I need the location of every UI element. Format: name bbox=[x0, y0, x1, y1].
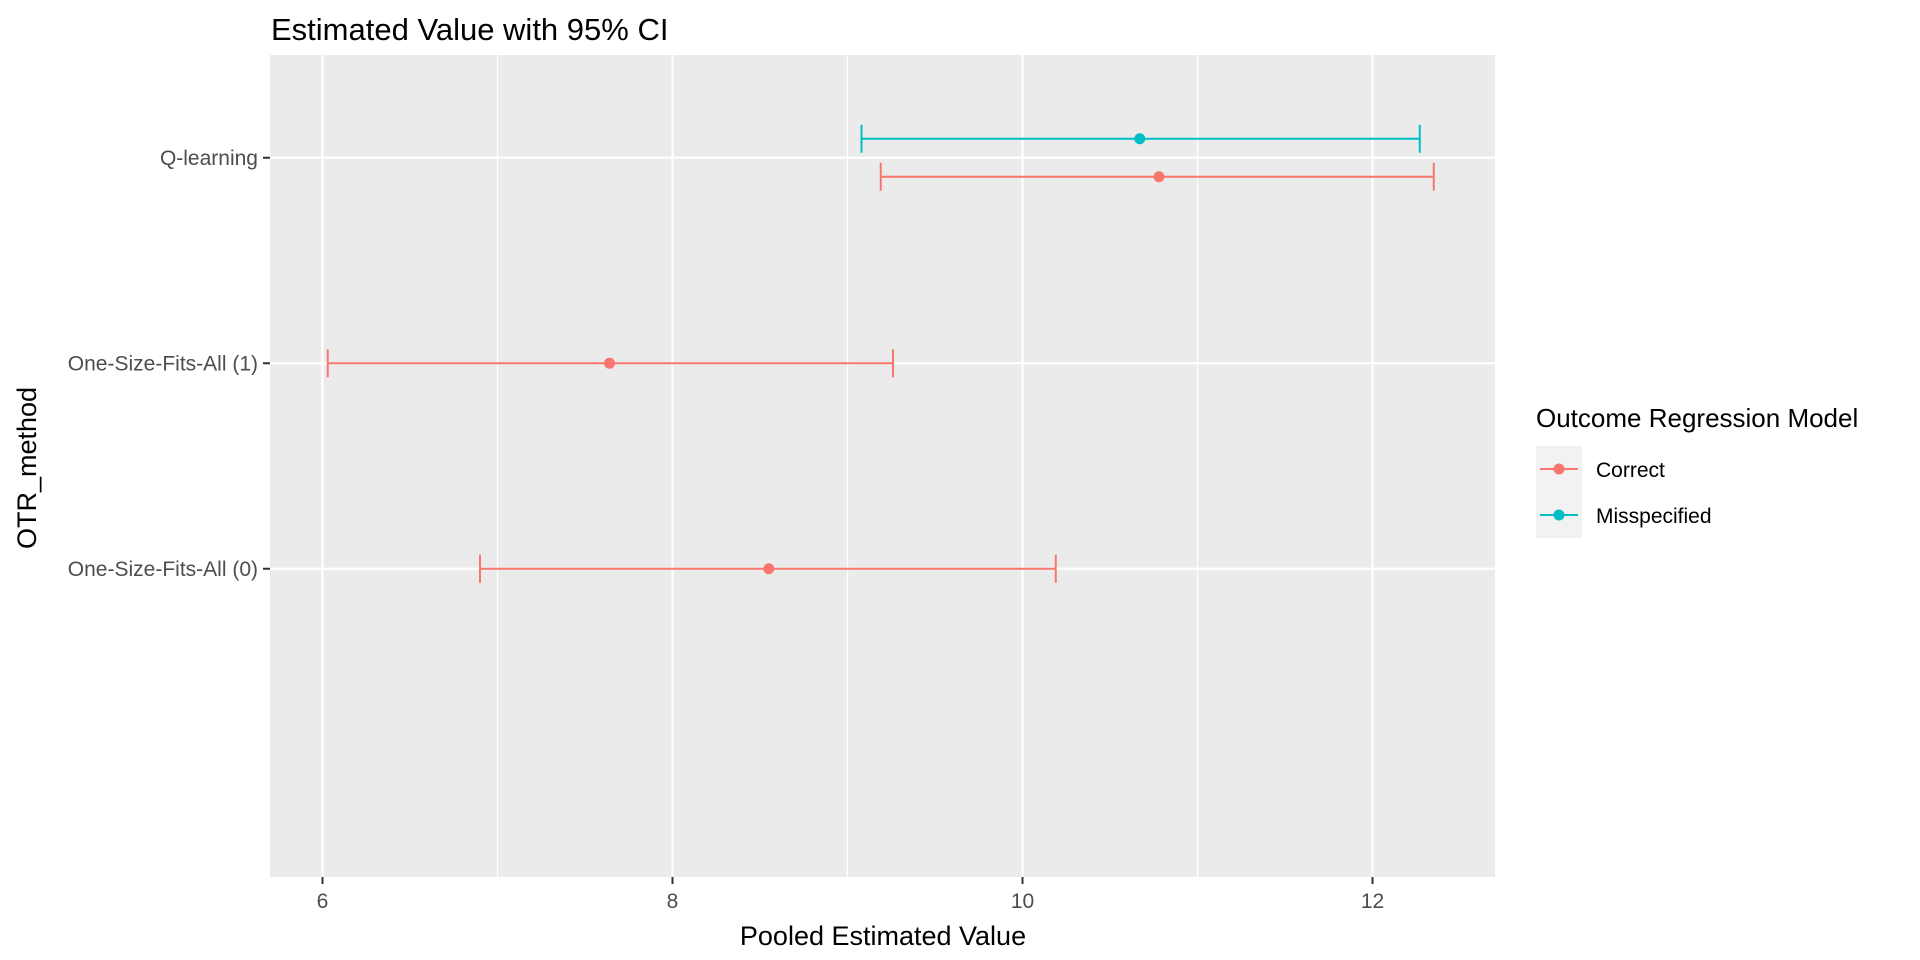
plot-panel bbox=[270, 55, 1495, 877]
y-tick-label: One-Size-Fits-All (1) bbox=[68, 352, 258, 375]
estimate-point bbox=[763, 563, 775, 575]
legend-label: Correct bbox=[1596, 459, 1665, 482]
errorbar-correct-0 bbox=[479, 554, 1057, 583]
x-tick-label: 12 bbox=[1361, 890, 1384, 913]
y-tick-label: Q-learning bbox=[160, 147, 258, 170]
legend: Outcome Regression Model Correct Misspeci… bbox=[1536, 403, 1858, 538]
estimate-point bbox=[604, 357, 615, 369]
chart-marks bbox=[326, 124, 1435, 583]
legend-key-point bbox=[1553, 509, 1565, 521]
errorbar-correct-0 bbox=[326, 349, 894, 378]
estimate-point bbox=[1134, 133, 1146, 145]
x-axis: 6 8 10 12 bbox=[317, 877, 1384, 913]
x-tick-label: 8 bbox=[667, 890, 679, 913]
grid-minor bbox=[496, 55, 1199, 877]
chart-title: Estimated Value with 95% CI bbox=[271, 12, 668, 47]
y-tick-label: One-Size-Fits-All (0) bbox=[68, 558, 258, 581]
estimate-point bbox=[1153, 171, 1165, 183]
legend-key-point bbox=[1553, 463, 1565, 475]
x-tick-label: 6 bbox=[317, 890, 329, 913]
legend-label: Misspecified bbox=[1596, 505, 1712, 528]
y-axis: Q-learning One-Size-Fits-All (1) One-Size-… bbox=[68, 147, 270, 581]
y-axis-title: OTR_method bbox=[12, 387, 42, 549]
x-tick-label: 10 bbox=[1011, 890, 1034, 913]
legend-title: Outcome Regression Model bbox=[1536, 403, 1858, 433]
x-axis-title: Pooled Estimated Value bbox=[740, 921, 1026, 951]
errorbar-correct-0 bbox=[879, 162, 1435, 191]
errorbar-misspecified-1 bbox=[860, 124, 1421, 153]
